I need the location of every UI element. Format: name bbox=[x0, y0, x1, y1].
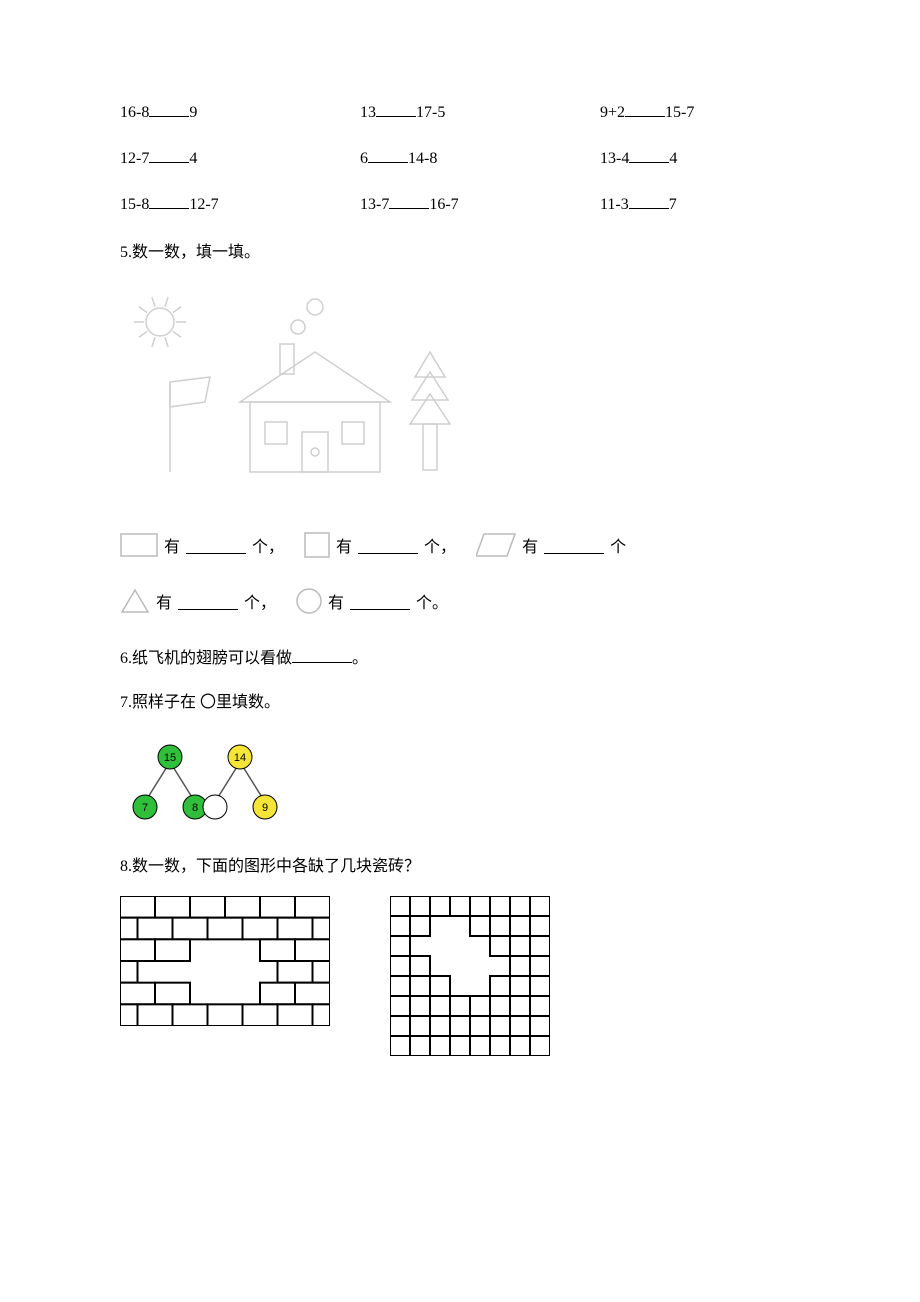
expr: 6 bbox=[360, 150, 368, 167]
q8-figures bbox=[120, 896, 800, 1056]
expr: 16-8 bbox=[120, 104, 149, 121]
house-scene-svg bbox=[120, 282, 480, 502]
expr: 4 bbox=[189, 150, 197, 167]
blank[interactable] bbox=[149, 146, 189, 163]
blank[interactable] bbox=[625, 100, 665, 117]
compare-cell: 9+2 15-7 bbox=[600, 100, 760, 122]
label-have: 有 bbox=[328, 589, 344, 613]
label-unit: 个， bbox=[252, 533, 284, 557]
blank[interactable] bbox=[186, 537, 246, 554]
expr: 12-7 bbox=[189, 196, 218, 213]
blank[interactable] bbox=[389, 192, 429, 209]
compare-cell: 13-4 4 bbox=[600, 146, 760, 168]
compare-cell: 16-8 9 bbox=[120, 100, 280, 122]
svg-text:8: 8 bbox=[192, 802, 198, 814]
expr: 16-7 bbox=[429, 196, 458, 213]
blank[interactable] bbox=[629, 192, 669, 209]
expr: 13-4 bbox=[600, 150, 629, 167]
shape-count-line-2: 有 个， 有 个。 bbox=[120, 588, 800, 614]
label-unit: 个， bbox=[244, 589, 276, 613]
comparison-row-2: 12-7 4 6 14-8 13-4 4 bbox=[120, 146, 800, 168]
blank[interactable] bbox=[544, 537, 604, 554]
expr: 4 bbox=[669, 150, 677, 167]
expr: 9 bbox=[189, 104, 197, 121]
expr: 9+2 bbox=[600, 104, 625, 121]
svg-text:7: 7 bbox=[142, 802, 148, 814]
expr: 13-7 bbox=[360, 196, 389, 213]
label-have: 有 bbox=[336, 533, 352, 557]
circle-icon bbox=[296, 588, 322, 614]
q6-text: 6.纸飞机的翅膀可以看做 bbox=[120, 650, 292, 667]
label-unit: 个 bbox=[610, 533, 626, 557]
q5-title: 5.数一数，填一填。 bbox=[120, 238, 800, 262]
label-have: 有 bbox=[164, 533, 180, 557]
triangle-icon bbox=[120, 588, 150, 614]
compare-cell: 12-7 4 bbox=[120, 146, 280, 168]
expr: 12-7 bbox=[120, 150, 149, 167]
compare-cell: 13 17-5 bbox=[360, 100, 520, 122]
brick-wall-svg bbox=[120, 896, 330, 1026]
compare-cell: 15-8 12-7 bbox=[120, 192, 280, 214]
expr: 15-8 bbox=[120, 196, 149, 213]
svg-text:15: 15 bbox=[164, 752, 176, 764]
square-icon bbox=[304, 532, 330, 558]
tile-grid-svg bbox=[390, 896, 550, 1056]
expr: 14-8 bbox=[408, 150, 437, 167]
label-have: 有 bbox=[522, 533, 538, 557]
blank[interactable] bbox=[149, 100, 189, 117]
rectangle-item: 有 个， bbox=[120, 533, 284, 557]
comparison-row-1: 16-8 9 13 17-5 9+2 15-7 bbox=[120, 100, 800, 122]
label-unit: 个， bbox=[424, 533, 456, 557]
blank[interactable] bbox=[629, 146, 669, 163]
compare-cell: 11-3 7 bbox=[600, 192, 760, 214]
svg-text:9: 9 bbox=[262, 802, 268, 814]
blank[interactable] bbox=[358, 537, 418, 554]
expr: 15-7 bbox=[665, 104, 694, 121]
expr: 17-5 bbox=[416, 104, 445, 121]
compare-cell: 6 14-8 bbox=[360, 146, 520, 168]
expr: 11-3 bbox=[600, 196, 629, 213]
blank[interactable] bbox=[376, 100, 416, 117]
compare-cell: 13-7 16-7 bbox=[360, 192, 520, 214]
label-unit: 个。 bbox=[416, 589, 448, 613]
parallelogram-icon bbox=[476, 533, 516, 557]
blank[interactable] bbox=[292, 646, 352, 663]
q7-figure: 15 7 8 14 9 bbox=[120, 732, 800, 832]
number-tree-svg: 15 7 8 14 9 bbox=[120, 732, 320, 832]
expr: 13 bbox=[360, 104, 376, 121]
triangle-item: 有 个， bbox=[120, 588, 276, 614]
parallelogram-item: 有个 bbox=[476, 533, 626, 557]
q8-title: 8.数一数，下面的图形中各缺了几块瓷砖？ bbox=[120, 852, 800, 876]
comparison-row-3: 15-8 12-7 13-7 16-7 11-3 7 bbox=[120, 192, 800, 214]
blank[interactable] bbox=[149, 192, 189, 209]
blank[interactable] bbox=[350, 593, 410, 610]
label-have: 有 bbox=[156, 589, 172, 613]
rectangle-icon bbox=[120, 533, 158, 557]
expr: 7 bbox=[669, 196, 677, 213]
q6-period: 。 bbox=[352, 650, 368, 667]
svg-text:14: 14 bbox=[234, 752, 246, 764]
q5-scene bbox=[120, 282, 800, 502]
blank[interactable] bbox=[178, 593, 238, 610]
square-item: 有 个， bbox=[304, 532, 456, 558]
q6-line: 6.纸飞机的翅膀可以看做 。 bbox=[120, 644, 800, 668]
circle-item: 有 个。 bbox=[296, 588, 448, 614]
shape-count-line-1: 有个， 有个， 有个 bbox=[120, 532, 800, 558]
q7-title: 7.照样子在 〇里填数。 bbox=[120, 688, 800, 712]
blank[interactable] bbox=[368, 146, 408, 163]
